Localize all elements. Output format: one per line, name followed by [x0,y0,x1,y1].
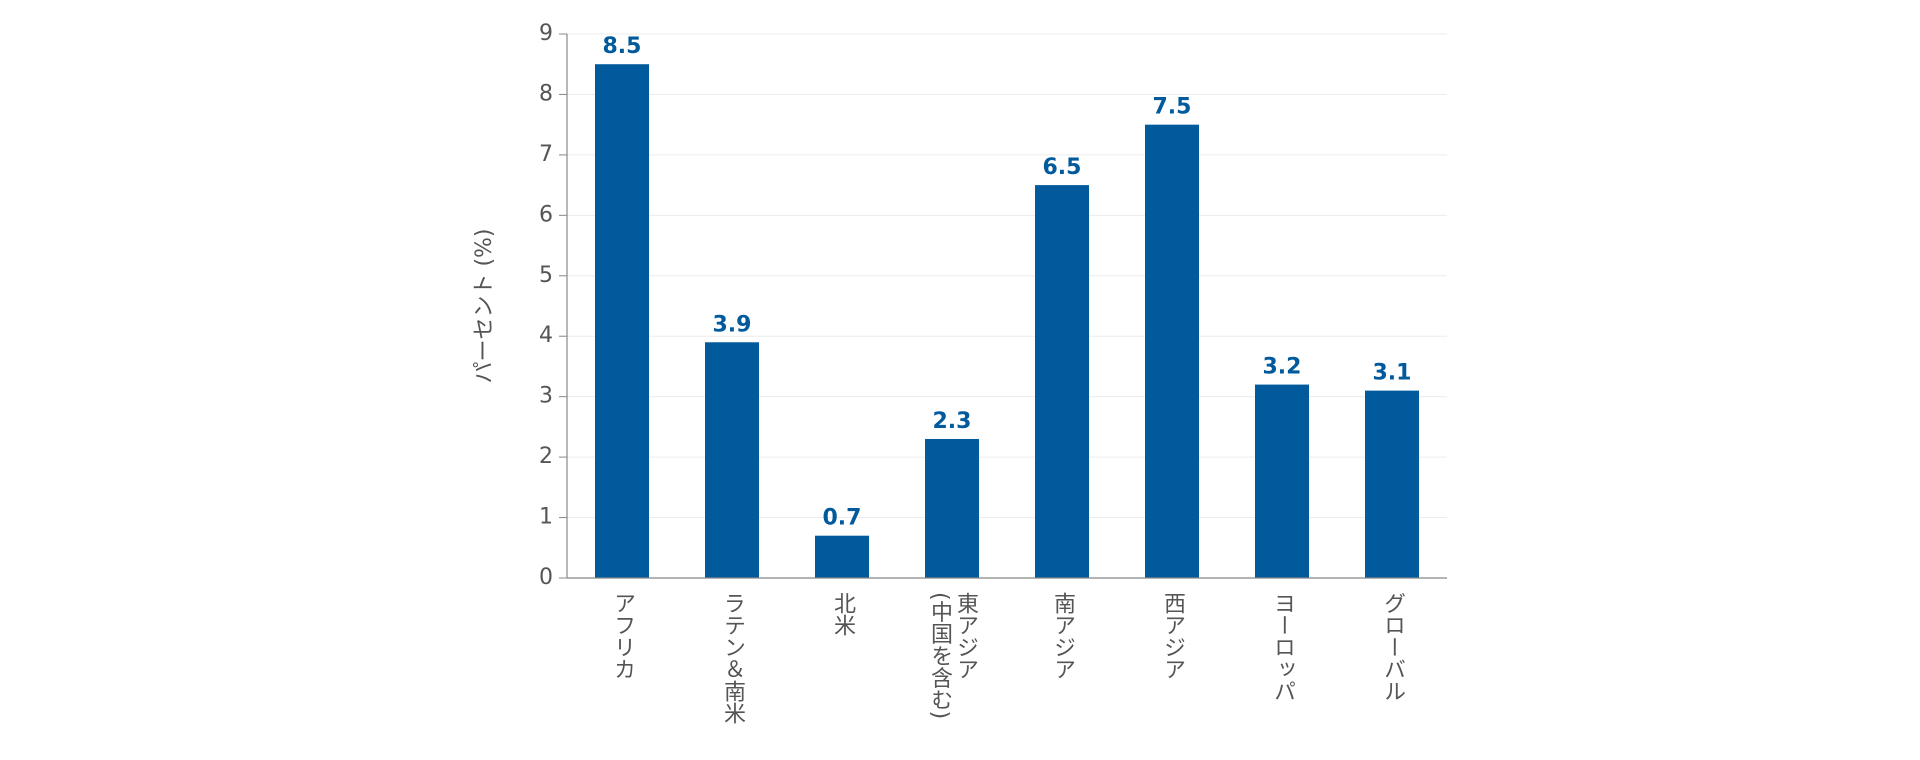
bar [815,535,869,578]
bar [705,342,759,578]
bar [1365,390,1419,578]
y-tick-label: 2 [539,444,553,469]
data-label: 3.2 [1263,355,1302,380]
x-tick-label: グローバル [1380,592,1405,702]
data-label: 6.5 [1043,155,1082,180]
bar [1255,384,1309,578]
x-tick-label: 北米 [830,592,855,636]
bar [1145,124,1199,579]
y-tick-label: 6 [539,202,553,227]
y-tick-label: 4 [539,323,553,348]
data-label: 0.7 [823,506,862,531]
x-tick-label: アフリカ [610,592,635,680]
x-tick-label: ラテン＆南米 [720,592,745,724]
data-label: 2.3 [933,409,972,434]
data-label: 3.9 [713,312,752,337]
x-tick-label: 南アジア [1050,592,1075,680]
bar [595,64,649,578]
x-tick-label: ヨーロッパ [1270,592,1295,702]
data-label: 8.5 [603,34,642,59]
y-tick-label: 0 [539,565,553,590]
y-tick-label: 8 [539,81,553,106]
y-tick-label: 3 [539,384,553,409]
x-tick-label: 西アジア [1160,592,1185,680]
y-tick-label: 9 [539,21,553,46]
y-tick-label: 5 [539,263,553,288]
x-tick-label: 東アジア (中国を含む) [927,592,978,720]
y-tick-label: 1 [539,505,553,530]
bar [1035,185,1089,578]
data-label: 3.1 [1373,361,1412,386]
y-axis-label: パーセント (%) [472,228,497,383]
y-tick-label: 7 [539,142,553,167]
data-label: 7.5 [1153,95,1192,120]
bar [925,438,979,578]
